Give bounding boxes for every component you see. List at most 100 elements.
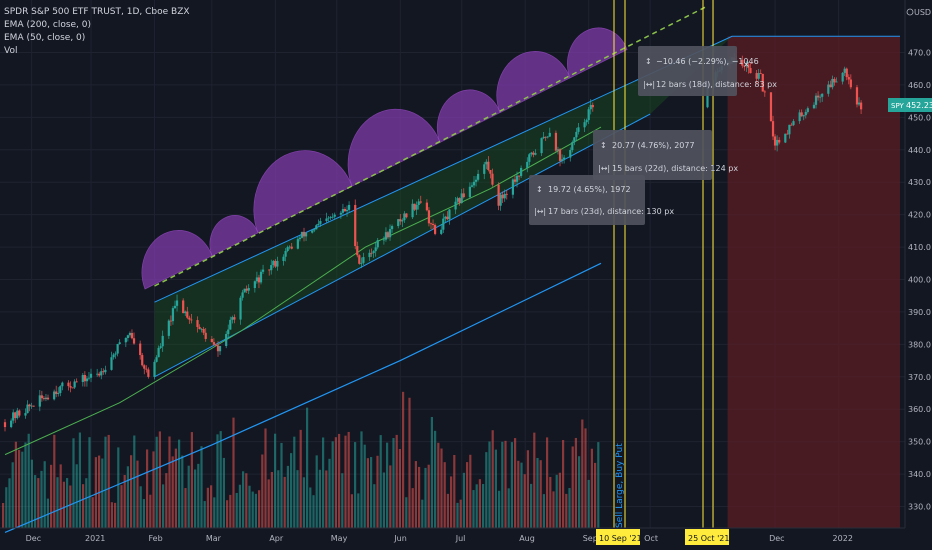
candle-body <box>489 169 492 174</box>
candle-body <box>821 93 824 97</box>
volume-bar <box>389 465 392 528</box>
candle-body <box>741 59 744 66</box>
candle-body <box>157 347 160 358</box>
volume-bar <box>491 430 494 528</box>
candle-body <box>388 229 392 238</box>
x-axis[interactable]: Dec2021FebMarAprMayJunJulAugSepOctNovDec… <box>0 527 905 543</box>
measure-box-2[interactable]: ↕ 20.77 (4.76%), 2077 |↔| 15 bars (22d),… <box>593 130 738 180</box>
volume-bar <box>386 442 389 528</box>
candle-body <box>487 161 490 170</box>
candle-body <box>833 78 836 83</box>
volume-bar <box>178 439 181 528</box>
close-icon[interactable]: × <box>743 60 750 69</box>
candle-body <box>382 239 385 241</box>
candles[interactable] <box>3 53 863 432</box>
volume-bar <box>312 495 315 528</box>
y-tick-label: 360.0 <box>908 405 931 414</box>
candle-body <box>302 231 306 237</box>
vertical-annotation[interactable]: Sell Large, Buy Put <box>615 443 625 528</box>
volume-bar <box>462 472 465 528</box>
volume-bar <box>190 432 193 528</box>
volume-bar <box>85 478 88 528</box>
measure-box-3[interactable]: ↕ 19.72 (4.65%), 1972 |↔| 17 bars (23d),… <box>529 175 674 225</box>
volume-bar <box>37 478 40 528</box>
y-tick-label: 370.0 <box>908 373 931 382</box>
y-axis[interactable]: 330.0 340.0 350.0 360.0 370.0 380.0 390.0 400.0… <box>904 0 931 528</box>
volume-bar <box>251 491 254 528</box>
x-tick-label: Mar <box>206 534 222 543</box>
candle-body <box>540 138 543 154</box>
candle-body <box>819 96 822 98</box>
indicator-ema200[interactable]: EMA (200, close, 0) <box>4 20 91 30</box>
candle-body <box>384 232 388 240</box>
candle-body <box>573 137 576 143</box>
candle-body <box>403 213 406 221</box>
candle-body <box>560 159 564 161</box>
volume-bar <box>136 460 139 528</box>
candle-body <box>577 127 580 132</box>
candle-body <box>253 281 256 289</box>
candle-body <box>239 297 242 320</box>
volume-bar <box>21 451 24 528</box>
candle-body <box>427 210 431 224</box>
volume-bar <box>546 437 549 528</box>
candle-body <box>816 95 820 98</box>
candle-body <box>843 68 846 73</box>
candle-body <box>859 102 863 110</box>
candle-body <box>370 252 373 254</box>
currency-label[interactable]: USD <box>914 8 931 17</box>
candle-body <box>456 198 459 202</box>
volume-bar <box>277 470 280 528</box>
candle-body <box>214 344 218 346</box>
candle-body <box>778 139 781 143</box>
candle-body <box>243 288 246 293</box>
marker-label-1: 10 Sep '21 <box>599 534 642 543</box>
volume-bar <box>453 455 456 528</box>
candle-body <box>173 305 177 309</box>
candle-body <box>788 124 791 135</box>
arc <box>209 215 259 257</box>
volume-bar <box>363 444 366 528</box>
candle-body <box>528 154 531 162</box>
candle-body <box>520 167 523 177</box>
candle-body <box>857 102 861 105</box>
candle-body <box>462 193 465 198</box>
volume-bar <box>27 433 30 528</box>
chart-title[interactable]: SPDR S&P 500 ETF TRUST, 1D, Cboe BZX <box>4 7 190 17</box>
candle-body <box>354 204 357 247</box>
price-badge[interactable]: SPY 452.23 <box>888 98 932 112</box>
volume-bar <box>376 455 379 528</box>
volume-bar <box>72 438 75 528</box>
volume-bar <box>50 464 53 528</box>
volume-bar <box>395 434 398 528</box>
x-tick-label: Jul <box>455 534 466 543</box>
volume-bar <box>24 442 27 528</box>
volume-bar <box>235 492 238 528</box>
settings-icon[interactable] <box>906 8 914 16</box>
candle-body <box>448 209 451 220</box>
measure-1-bars: 12 bars (18d), distance: 83 px <box>656 80 777 89</box>
candle-body <box>83 375 86 382</box>
time-markers[interactable]: 10 Sep '21 25 Oct '21 <box>596 529 729 545</box>
candle-body <box>769 92 773 122</box>
indicator-volume[interactable]: Vol <box>4 46 17 56</box>
candle-body <box>771 121 775 137</box>
candle-body <box>526 161 529 168</box>
volume-bar <box>88 437 91 528</box>
volume-bar <box>552 491 555 528</box>
candle-body <box>28 404 31 407</box>
indicator-ema50[interactable]: EMA (50, close, 0) <box>4 33 85 43</box>
volume-bar <box>437 442 440 528</box>
measure-box-1[interactable]: ↕ −10.46 (−2.29%), −1046 |↔| 12 bars (18… <box>638 46 777 96</box>
candle-body <box>30 405 33 407</box>
volume-bar <box>126 466 129 528</box>
volume-bar <box>210 485 213 528</box>
candle-body <box>530 152 533 155</box>
volume-bar <box>501 441 504 528</box>
candle-body <box>583 122 586 128</box>
range-icon: ↕ <box>600 141 607 150</box>
candle-body <box>10 420 13 428</box>
candle-body <box>286 247 289 252</box>
volume-bar <box>325 470 328 528</box>
